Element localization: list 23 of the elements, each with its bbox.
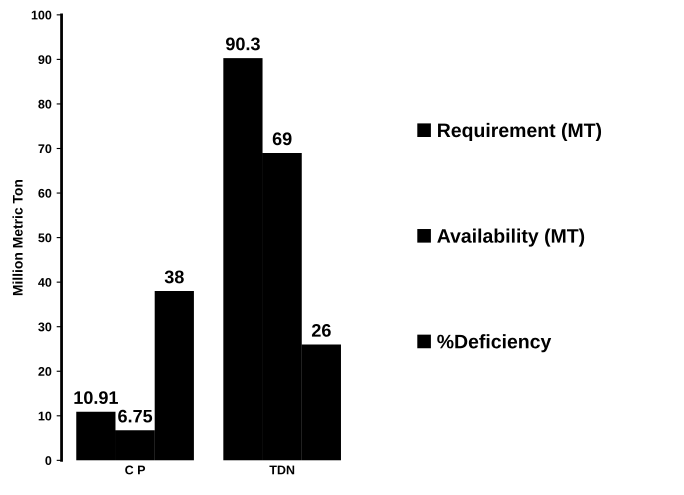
legend-label: Requirement (MT) (438, 122, 602, 142)
y-tick-label: 80 (38, 100, 52, 109)
y-tick-label: 40 (38, 278, 52, 287)
y-tick-label: 30 (38, 322, 52, 332)
legend-label: %Deficiency (437, 334, 552, 352)
y-tick-label: 10 (38, 412, 52, 420)
legend-label: Availability (MT) (437, 228, 584, 247)
y-tick-label: 50 (38, 233, 52, 242)
y-tick-label: 90 (38, 55, 52, 64)
data-label: 90.3 (226, 38, 260, 50)
data-label: 10.91 (74, 391, 118, 404)
data-label: 26 (312, 324, 331, 337)
y-tick-label: 60 (38, 188, 52, 198)
data-label: 38 (164, 270, 184, 284)
y-axis-title: Million Metric Ton (12, 180, 23, 296)
x-tick-label: TDN (269, 466, 294, 474)
data-label: 69 (272, 132, 292, 146)
y-tick-label: 70 (38, 144, 52, 154)
y-tick-label: 100 (32, 10, 52, 20)
data-label: 6.75 (118, 410, 152, 423)
y-tick-label: 20 (38, 367, 52, 376)
x-tick-label: C P (125, 466, 146, 474)
y-tick-label: 0 (45, 456, 52, 465)
